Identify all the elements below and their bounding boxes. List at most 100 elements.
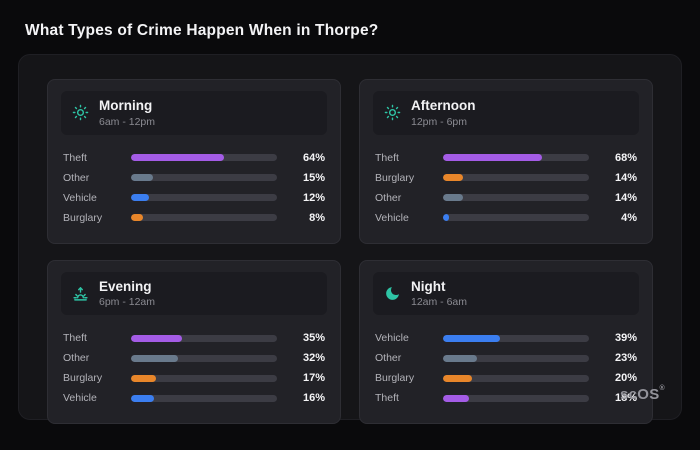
- bar-fill-other: [443, 354, 477, 362]
- category-label: Vehicle: [63, 191, 97, 204]
- category-label: Theft: [63, 151, 87, 164]
- value-label: 15%: [302, 171, 325, 184]
- bar-track: [131, 374, 277, 382]
- bar-fill-burglary: [131, 374, 156, 382]
- card-titles: Evening 6pm - 12am: [99, 279, 155, 309]
- category-label: Burglary: [375, 171, 415, 184]
- card-titles: Night 12am - 6am: [411, 279, 467, 309]
- card-title: Afternoon: [411, 98, 476, 113]
- card-header-morning: Morning 6am - 12pm: [61, 91, 327, 135]
- bar-track: [443, 154, 589, 162]
- bar-row: Other 32%: [63, 348, 325, 368]
- time-period-card-morning: Morning 6am - 12pm Theft 64% Other 15% V…: [47, 79, 341, 244]
- bar-track: [443, 214, 589, 222]
- category-label: Theft: [375, 392, 399, 405]
- category-label: Other: [63, 352, 90, 365]
- bar-track: [131, 194, 277, 202]
- bar-track: [443, 334, 589, 342]
- bar-fill-other: [443, 194, 464, 202]
- value-label: 35%: [302, 332, 325, 345]
- moon-icon: [384, 285, 401, 302]
- bar-fill-vehicle: [131, 394, 155, 402]
- bar-row: Burglary 14%: [375, 168, 637, 188]
- value-label: 8%: [309, 211, 325, 224]
- value-label: 14%: [614, 191, 637, 204]
- bar-row: Other 14%: [375, 188, 637, 208]
- bar-track: [443, 394, 589, 402]
- bar-fill-other: [131, 174, 153, 182]
- bar-row: Vehicle 4%: [375, 208, 637, 228]
- bar-row: Vehicle 12%: [63, 188, 325, 208]
- sun-icon: [384, 104, 401, 121]
- bar-track: [443, 194, 589, 202]
- category-label: Other: [375, 191, 402, 204]
- category-label: Burglary: [63, 372, 103, 385]
- category-label: Theft: [63, 332, 87, 345]
- value-label: 17%: [302, 372, 325, 385]
- bar-track: [131, 214, 277, 222]
- sun-icon: [72, 104, 89, 121]
- value-label: 64%: [302, 151, 325, 164]
- bar-row: Other 15%: [63, 168, 325, 188]
- bar-fill-burglary: [131, 214, 143, 222]
- value-label: 18%: [614, 392, 637, 405]
- card-subtitle: 6am - 12pm: [99, 115, 156, 128]
- brand-logo: scOS®: [619, 385, 665, 403]
- bar-track: [443, 374, 589, 382]
- crime-times-panel: Morning 6am - 12pm Theft 64% Other 15% V…: [18, 54, 682, 425]
- bar-track: [443, 354, 589, 362]
- value-label: 32%: [302, 352, 325, 365]
- value-label: 39%: [614, 332, 637, 345]
- bar-rows: Theft 68% Burglary 14% Other 14%: [373, 146, 639, 232]
- category-label: Vehicle: [375, 332, 409, 345]
- page-title: What Types of Crime Happen When in Thorp…: [25, 22, 379, 39]
- bar-track: [131, 334, 277, 342]
- bar-rows: Theft 64% Other 15% Vehicle 12%: [61, 146, 327, 232]
- bar-row: Burglary 17%: [63, 368, 325, 388]
- bar-fill-other: [131, 354, 178, 362]
- value-label: 23%: [614, 352, 637, 365]
- bar-row: Burglary 20%: [375, 368, 637, 388]
- bar-track: [131, 394, 277, 402]
- bar-fill-burglary: [443, 374, 473, 382]
- value-label: 16%: [302, 392, 325, 405]
- bar-row: Burglary 8%: [63, 208, 325, 228]
- registered-mark: ®: [659, 385, 665, 392]
- category-label: Burglary: [375, 372, 415, 385]
- category-label: Vehicle: [375, 211, 409, 224]
- value-label: 68%: [614, 151, 637, 164]
- bar-track: [131, 354, 277, 362]
- time-period-card-night: Night 12am - 6am Vehicle 39% Other 23% B…: [359, 259, 653, 425]
- bar-row: Other 23%: [375, 348, 637, 368]
- category-label: Vehicle: [63, 392, 97, 405]
- card-subtitle: 12am - 6am: [411, 296, 468, 309]
- brand-name: scOS: [619, 386, 660, 403]
- bar-row: Theft 68%: [375, 148, 637, 168]
- bar-fill-burglary: [443, 174, 464, 182]
- card-header-afternoon: Afternoon 12pm - 6pm: [373, 91, 639, 135]
- card-titles: Morning 6am - 12pm: [99, 98, 155, 128]
- sunset-icon: [72, 285, 89, 302]
- card-title: Night: [411, 278, 446, 294]
- bar-track: [443, 174, 589, 182]
- bar-fill-theft: [443, 154, 543, 162]
- bar-track: [131, 154, 277, 162]
- value-label: 14%: [614, 171, 637, 184]
- card-header-evening: Evening 6pm - 12am: [61, 271, 327, 316]
- bar-rows: Vehicle 39% Other 23% Burglary 20%: [373, 326, 639, 412]
- bar-rows: Theft 35% Other 32% Burglary 17%: [61, 326, 327, 412]
- time-period-card-afternoon: Afternoon 12pm - 6pm Theft 68% Burglary …: [359, 79, 653, 244]
- bar-fill-theft: [131, 154, 225, 162]
- bar-row: Theft 35%: [63, 328, 325, 348]
- value-label: 12%: [302, 191, 325, 204]
- card-title: Evening: [99, 278, 152, 294]
- category-label: Theft: [375, 151, 399, 164]
- category-label: Burglary: [63, 211, 103, 224]
- card-header-night: Night 12am - 6am: [373, 271, 639, 316]
- bar-fill-vehicle: [131, 194, 149, 202]
- bar-fill-vehicle: [443, 214, 449, 222]
- bar-row: Vehicle 39%: [375, 328, 637, 348]
- value-label: 4%: [621, 211, 637, 224]
- card-titles: Afternoon 12pm - 6pm: [411, 98, 476, 128]
- value-label: 20%: [614, 372, 637, 385]
